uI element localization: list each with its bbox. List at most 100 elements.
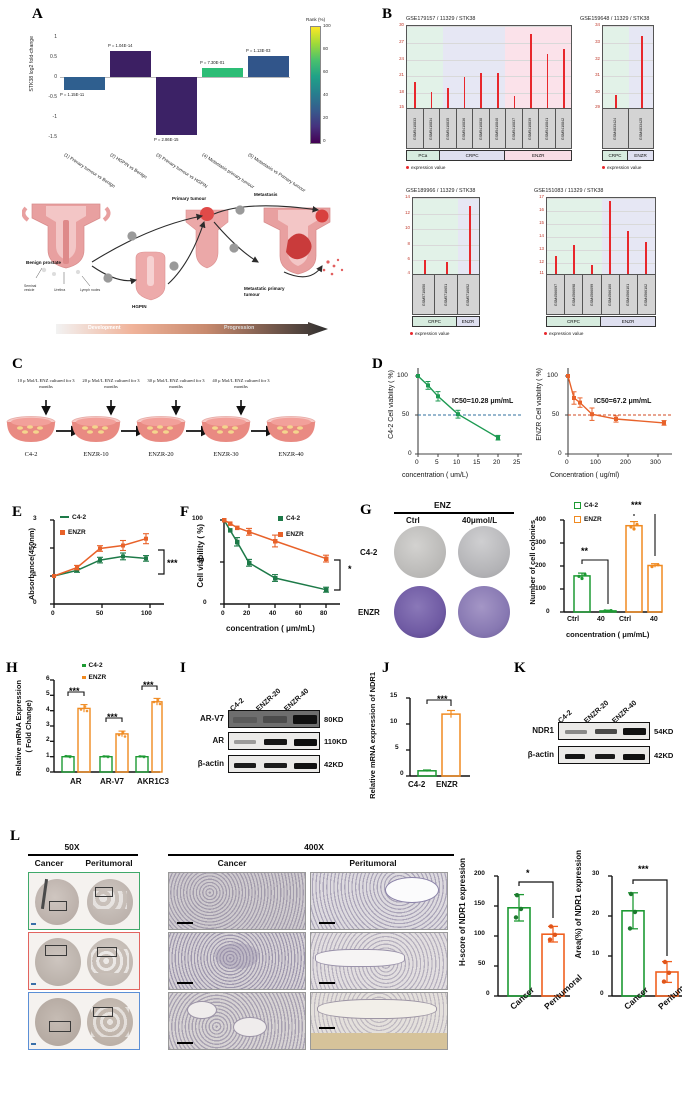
l1-ytick-3: 150 <box>474 900 485 907</box>
h-xcat-2: AKR1C3 <box>137 777 170 786</box>
dish-enzr20 <box>136 416 186 444</box>
d1-ytick-1: 50 <box>402 411 410 418</box>
gse4-sample-3: GSM4566100 <box>601 275 620 314</box>
dish-enzr30 <box>201 416 251 444</box>
legend-line-icon <box>60 516 69 519</box>
j-ylabel: Relative mRNA expression of NDR1 <box>368 672 377 799</box>
a-bar-4 <box>202 68 243 77</box>
a-cbar-tick-3: 40 <box>323 92 329 97</box>
gse1-sample-0: GSM5410833 <box>407 109 424 148</box>
gse2-samples: GSM4833424 GSM4833425 <box>602 109 654 149</box>
gse4-sample-5: GSM4566102 <box>637 275 656 314</box>
d2-ytick-2: 100 <box>547 372 558 379</box>
a-cbar-tick-5: 0 <box>323 138 326 143</box>
j-significance: *** <box>437 694 448 704</box>
gse3-samples: GSM5710650 GSM5710651 GSM5710652 <box>412 275 480 315</box>
panel-j: J Relative mRNA expression of NDR1 0 5 1… <box>360 658 510 820</box>
a-bar-2 <box>110 51 151 77</box>
gse-chart-1: GSE179157 / 11329 / STK38 30 27 24 21 <box>399 16 572 176</box>
panel-l-letter: L <box>10 828 21 844</box>
gse1-group-pca: PCa <box>407 151 440 160</box>
gse2-yt-0: 34 <box>595 22 600 27</box>
d1-ytick-0: 0 <box>408 450 412 457</box>
h-ytick-6: 6 <box>46 675 50 682</box>
h-ylabel-line1: Relative mRNA Expression <box>14 680 23 777</box>
d2-xtick-2: 200 <box>620 459 631 466</box>
legend-dot-icon <box>82 663 86 668</box>
dish-enzr40 <box>266 416 316 444</box>
d1-xlabel: concentration ( um/L) <box>402 472 469 479</box>
e-ytick-3: 3 <box>33 515 37 522</box>
gse4-legend: expression value <box>544 331 583 336</box>
g-ytick-1: 100 <box>535 585 546 592</box>
i-kd-80: 80KD <box>324 715 344 724</box>
i-kd-110: 110KD <box>324 737 348 746</box>
c-step-2: 20 μ Mol/L ENZ cultured for 3 months <box>82 378 140 390</box>
panel-a-plot: P = 1.15E-11 P = 1.04E-14 P = 2.86E-15 P… <box>60 18 290 142</box>
d1-xtick-3: 15 <box>473 459 481 466</box>
panel-i-letter: I <box>180 660 186 676</box>
gse1-yt-3: 21 <box>399 72 404 78</box>
e-xtick-0: 0 <box>51 610 55 617</box>
gse4-group-enzr: ENZR <box>601 317 655 326</box>
l-chart1-plot <box>494 875 570 997</box>
diagram-label-benign: Benign prostate <box>26 260 61 265</box>
legend-square-icon <box>278 531 283 537</box>
l-col-400-cancer: Cancer <box>217 858 247 868</box>
gse2-yt-1: 33 <box>595 38 600 44</box>
h-bar-plot <box>50 679 163 773</box>
expression-dot-icon <box>406 166 409 170</box>
gse4-sample-2: GSM4566099 <box>583 275 602 314</box>
diagram-svg <box>22 203 344 301</box>
l-chart2-plot <box>608 875 682 997</box>
d2-ytick-0: 0 <box>558 450 562 457</box>
l1-ytick-1: 50 <box>478 960 486 967</box>
h-ytick-2: 2 <box>46 736 50 743</box>
h-legend-enzr: ENZR <box>82 674 106 681</box>
legend-dot-icon <box>82 675 86 680</box>
f-significance: * <box>348 564 352 574</box>
f-xtick-0: 0 <box>221 610 225 617</box>
d1-ytick-2: 100 <box>397 372 408 379</box>
gse-plot-2 <box>602 25 654 109</box>
a-cbar-tick-0: 100 <box>323 23 331 28</box>
a-pvalue-2: P = 1.04E-14 <box>108 43 133 48</box>
a-cbar-tick-1: 80 <box>323 46 329 51</box>
panel-d: D C4-2 Cell viability ( %) <box>366 352 682 502</box>
l-50x-row-3 <box>28 992 140 1050</box>
g-xcat-1: 40 <box>597 616 605 623</box>
panel-j-letter: J <box>382 660 390 676</box>
d1-xtick-0: 0 <box>415 459 419 466</box>
h-xcat-0: AR <box>70 777 82 786</box>
gse2-group-enzr: ENZR <box>628 151 653 160</box>
gse3-yt-0: 14 <box>405 194 410 199</box>
diagram-label-seminal: Seminal vesicle <box>24 284 37 292</box>
panel-k: K C4-2 ENZR-20 ENZR-40 NDR1 β-actin 54KD… <box>510 658 682 820</box>
panel-e-letter: E <box>12 504 23 520</box>
gse1-group-enzr: ENZR <box>505 151 571 160</box>
c-step-3: 30 μ Mol/L ENZ cultured for 3 months <box>147 378 205 390</box>
a-cbar-tick-2: 60 <box>323 69 329 74</box>
l2-ytick-0: 0 <box>600 990 604 997</box>
gse-chart-3: GSE189966 / 11329 / STK38 14 12 10 8 6 4… <box>400 188 530 348</box>
gse-chart-2: GSE159648 / 11329 / STK38 34 33 32 31 30… <box>580 16 680 176</box>
a-ytick-4: -1 <box>52 114 57 120</box>
panel-i: I C4-2 ENZR-20 ENZR-40 AR-V7 AR β-actin … <box>178 658 360 820</box>
gse4-yt-1: 16 <box>539 207 544 212</box>
l-col-400-peri: Peritumoral <box>349 858 397 868</box>
gse1-groups: PCa CRPC ENZR <box>406 150 572 161</box>
g-xcat-0: Ctrl <box>567 616 580 623</box>
f-legend-c42: C4-2 <box>278 515 300 522</box>
d1-ic50-annotation: IC50=10.28 μm/mL <box>452 398 514 405</box>
k-kd-42: 42KD <box>654 751 674 760</box>
a-bar-3 <box>156 77 197 135</box>
d2-ytick-1: 50 <box>552 411 560 418</box>
h-ytick-5: 5 <box>46 690 50 697</box>
gse1-legend: expression value <box>406 165 445 170</box>
k-blotname-ndr1: NDR1 <box>532 726 554 735</box>
k-blot-ndr1 <box>558 722 650 740</box>
g-xcat-2: Ctrl <box>619 616 632 623</box>
panel-a-ylabel: STK38 log2 fold-change <box>29 36 35 92</box>
d2-xtick-1: 100 <box>590 459 601 466</box>
